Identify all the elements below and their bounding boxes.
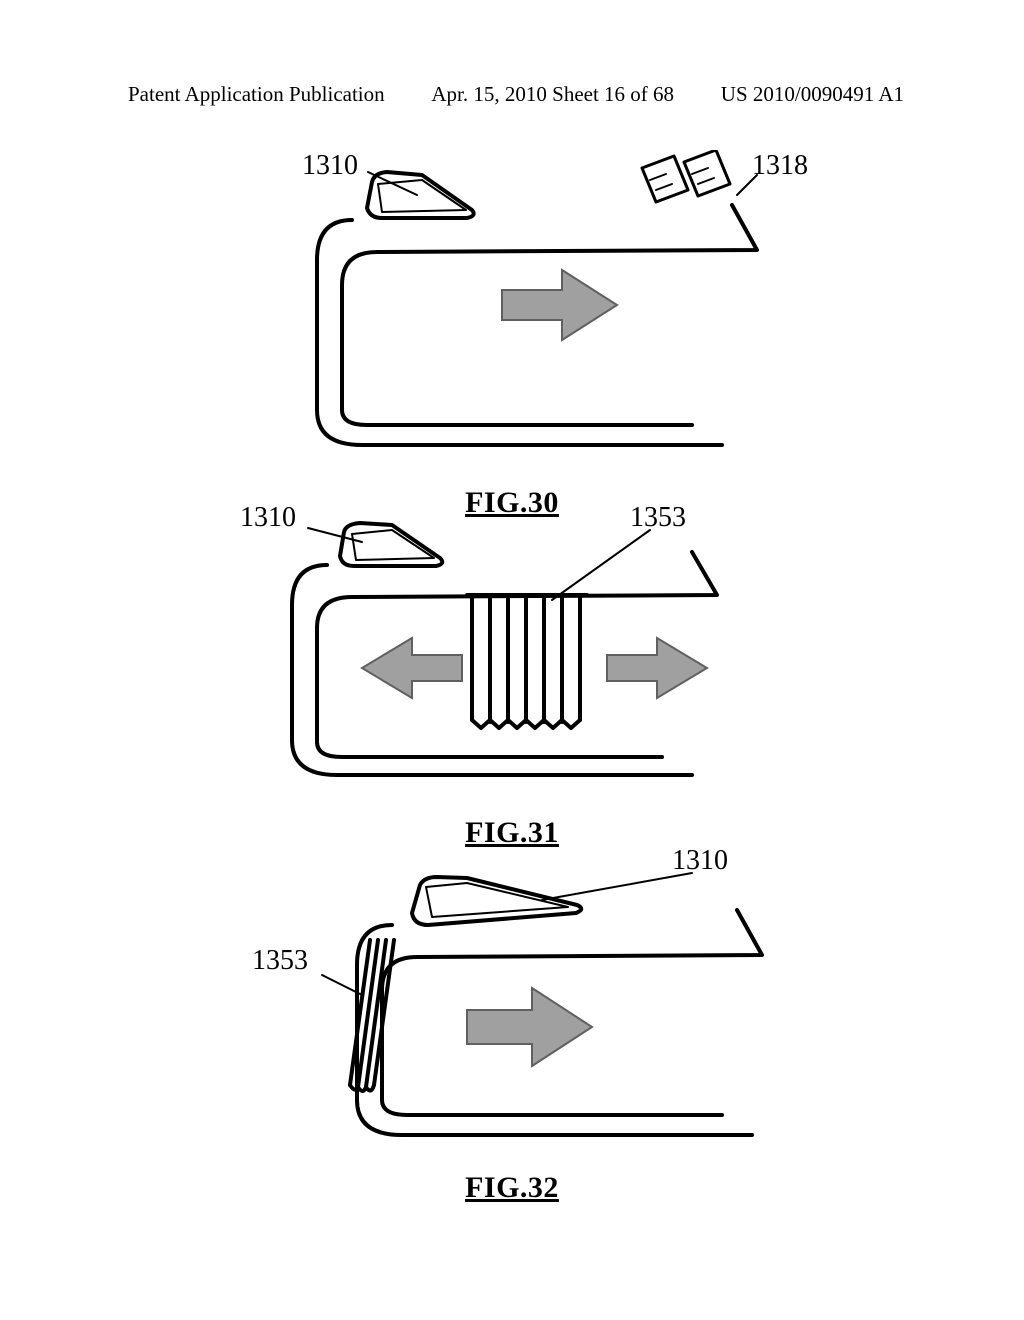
figure-30-block: 1310 1318 [222,150,802,520]
forward-arrow-icon [502,270,617,340]
figure-32-drawing: 1353 1310 [242,855,782,1165]
ref-1353-fig31: 1353 [630,502,686,534]
header-center: Apr. 15, 2010 Sheet 16 of 68 [431,82,674,107]
header-right: US 2010/0090491 A1 [721,82,904,107]
figure-31-drawing: 1310 1353 [212,510,812,810]
right-arrow-icon [607,638,707,698]
header-left: Patent Application Publication [128,82,385,107]
patent-header: Patent Application Publication Apr. 15, … [0,82,1024,107]
forward-arrow-icon [467,988,592,1066]
fig30-svg [222,150,802,480]
ref-1310-fig31: 1310 [240,502,296,534]
fig32-caption: FIG.32 [242,1171,782,1205]
ref-1310-fig32: 1310 [672,845,728,877]
fig31-svg [212,510,812,810]
figure-30-drawing: 1310 1318 [222,150,802,480]
figure-32-block: 1353 1310 FIG.32 [242,855,782,1205]
fig32-svg [242,855,782,1165]
figure-31-block: 1310 1353 [212,510,812,850]
left-arrow-icon [362,638,462,698]
ref-1310-fig30: 1310 [302,150,358,182]
ref-1318-fig30: 1318 [752,150,808,182]
ref-1353-fig32: 1353 [252,945,308,977]
